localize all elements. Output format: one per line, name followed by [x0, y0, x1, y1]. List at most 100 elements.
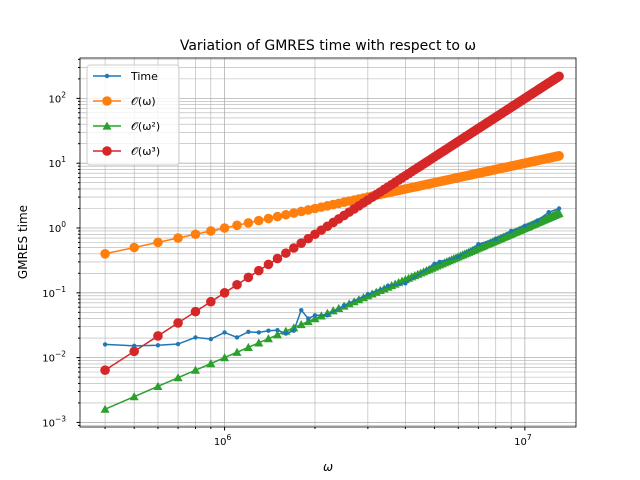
- data-point: [403, 281, 408, 286]
- legend-box: [86, 64, 180, 166]
- legend: Time 𝒪(ω) 𝒪(ω²) 𝒪(ω³): [86, 64, 180, 166]
- data-point: [522, 223, 528, 229]
- data-point: [341, 303, 347, 308]
- data-point: [100, 365, 110, 375]
- data-point: [129, 242, 139, 253]
- data-point: [243, 272, 254, 283]
- data-point: [291, 328, 296, 333]
- legend-item: 𝒪(ω³): [93, 145, 160, 158]
- data-point: [153, 331, 163, 341]
- data-point: [272, 253, 283, 264]
- data-point: [129, 346, 139, 357]
- legend-swatch-marker: [104, 73, 110, 79]
- data-point: [508, 228, 514, 234]
- y-tick-label: 102: [48, 90, 66, 105]
- data-point: [193, 335, 198, 340]
- data-point: [437, 259, 442, 265]
- data-point: [243, 218, 254, 228]
- x-axis-label: ω: [323, 460, 333, 474]
- data-point: [325, 313, 330, 318]
- data-point: [222, 330, 227, 335]
- legend-item: Time: [93, 70, 158, 83]
- data-point: [232, 220, 242, 231]
- data-point: [206, 226, 216, 236]
- data-point: [272, 330, 282, 339]
- data-point: [206, 359, 216, 368]
- data-point: [310, 314, 320, 323]
- y-tick-label: 10−1: [42, 285, 66, 300]
- data-point: [275, 327, 280, 333]
- data-point: [288, 208, 299, 218]
- data-point: [220, 353, 230, 362]
- data-point: [254, 338, 264, 347]
- data-point: [288, 243, 299, 253]
- data-point: [190, 229, 201, 240]
- data-point: [312, 313, 318, 318]
- data-point: [131, 343, 137, 349]
- y-tick-label: 10−3: [42, 414, 66, 429]
- legend-label: 𝒪(ω): [131, 95, 156, 108]
- data-point: [243, 342, 253, 351]
- data-point: [102, 342, 108, 347]
- plot-series: [100, 71, 564, 413]
- data-point: [234, 335, 240, 340]
- legend-item: 𝒪(ω): [93, 95, 156, 108]
- legend-label: 𝒪(ω³): [131, 145, 160, 158]
- data-point: [155, 343, 161, 348]
- data-point: [266, 328, 271, 333]
- data-point: [263, 334, 273, 343]
- data-point: [476, 242, 481, 247]
- series-time: [102, 206, 562, 349]
- data-point: [296, 320, 306, 329]
- data-point: [190, 365, 200, 374]
- y-axis-label: GMRES time: [16, 205, 30, 279]
- legend-label: Time: [130, 70, 158, 83]
- data-point: [173, 233, 183, 243]
- data-point: [263, 213, 274, 224]
- data-point: [281, 248, 291, 258]
- data-point: [254, 265, 264, 276]
- data-point: [535, 218, 540, 223]
- x-tick-label: 107: [514, 433, 532, 448]
- series-order-3: [100, 71, 564, 375]
- data-point: [493, 236, 498, 242]
- data-point: [556, 206, 562, 211]
- data-point: [190, 306, 201, 317]
- data-point: [554, 208, 564, 217]
- data-point: [219, 223, 230, 233]
- data-point: [385, 283, 391, 289]
- data-point: [289, 323, 299, 332]
- data-point: [554, 151, 564, 161]
- data-point: [232, 347, 242, 356]
- data-point: [254, 215, 264, 226]
- data-point: [206, 296, 216, 307]
- y-tick-label: 10−2: [42, 350, 66, 365]
- data-point: [546, 210, 551, 215]
- y-tick-label: 101: [48, 155, 66, 170]
- series-line: [105, 207, 560, 347]
- data-point: [432, 261, 437, 267]
- y-tick-label: 100: [48, 220, 66, 235]
- data-point: [263, 259, 274, 270]
- data-point: [100, 404, 110, 413]
- data-point: [208, 336, 214, 342]
- data-point: [153, 237, 163, 248]
- legend-swatch-marker: [102, 96, 112, 106]
- data-point: [306, 316, 311, 321]
- data-point: [232, 279, 242, 290]
- data-point: [296, 238, 307, 248]
- data-point: [175, 341, 181, 347]
- legend-label: 𝒪(ω²): [131, 120, 160, 133]
- legend-swatch-marker: [102, 121, 112, 130]
- series-order-2: [100, 208, 564, 413]
- data-point: [456, 254, 461, 259]
- data-point: [129, 392, 139, 401]
- data-point: [246, 329, 251, 335]
- data-point: [173, 373, 183, 382]
- legend-items: Time 𝒪(ω) 𝒪(ω²) 𝒪(ω³): [93, 70, 160, 158]
- data-point: [303, 316, 313, 326]
- data-point: [272, 211, 283, 222]
- axis-ticks: 106 107 10−3 10−2 10−1 100 101 102: [42, 58, 532, 448]
- data-point: [256, 330, 262, 335]
